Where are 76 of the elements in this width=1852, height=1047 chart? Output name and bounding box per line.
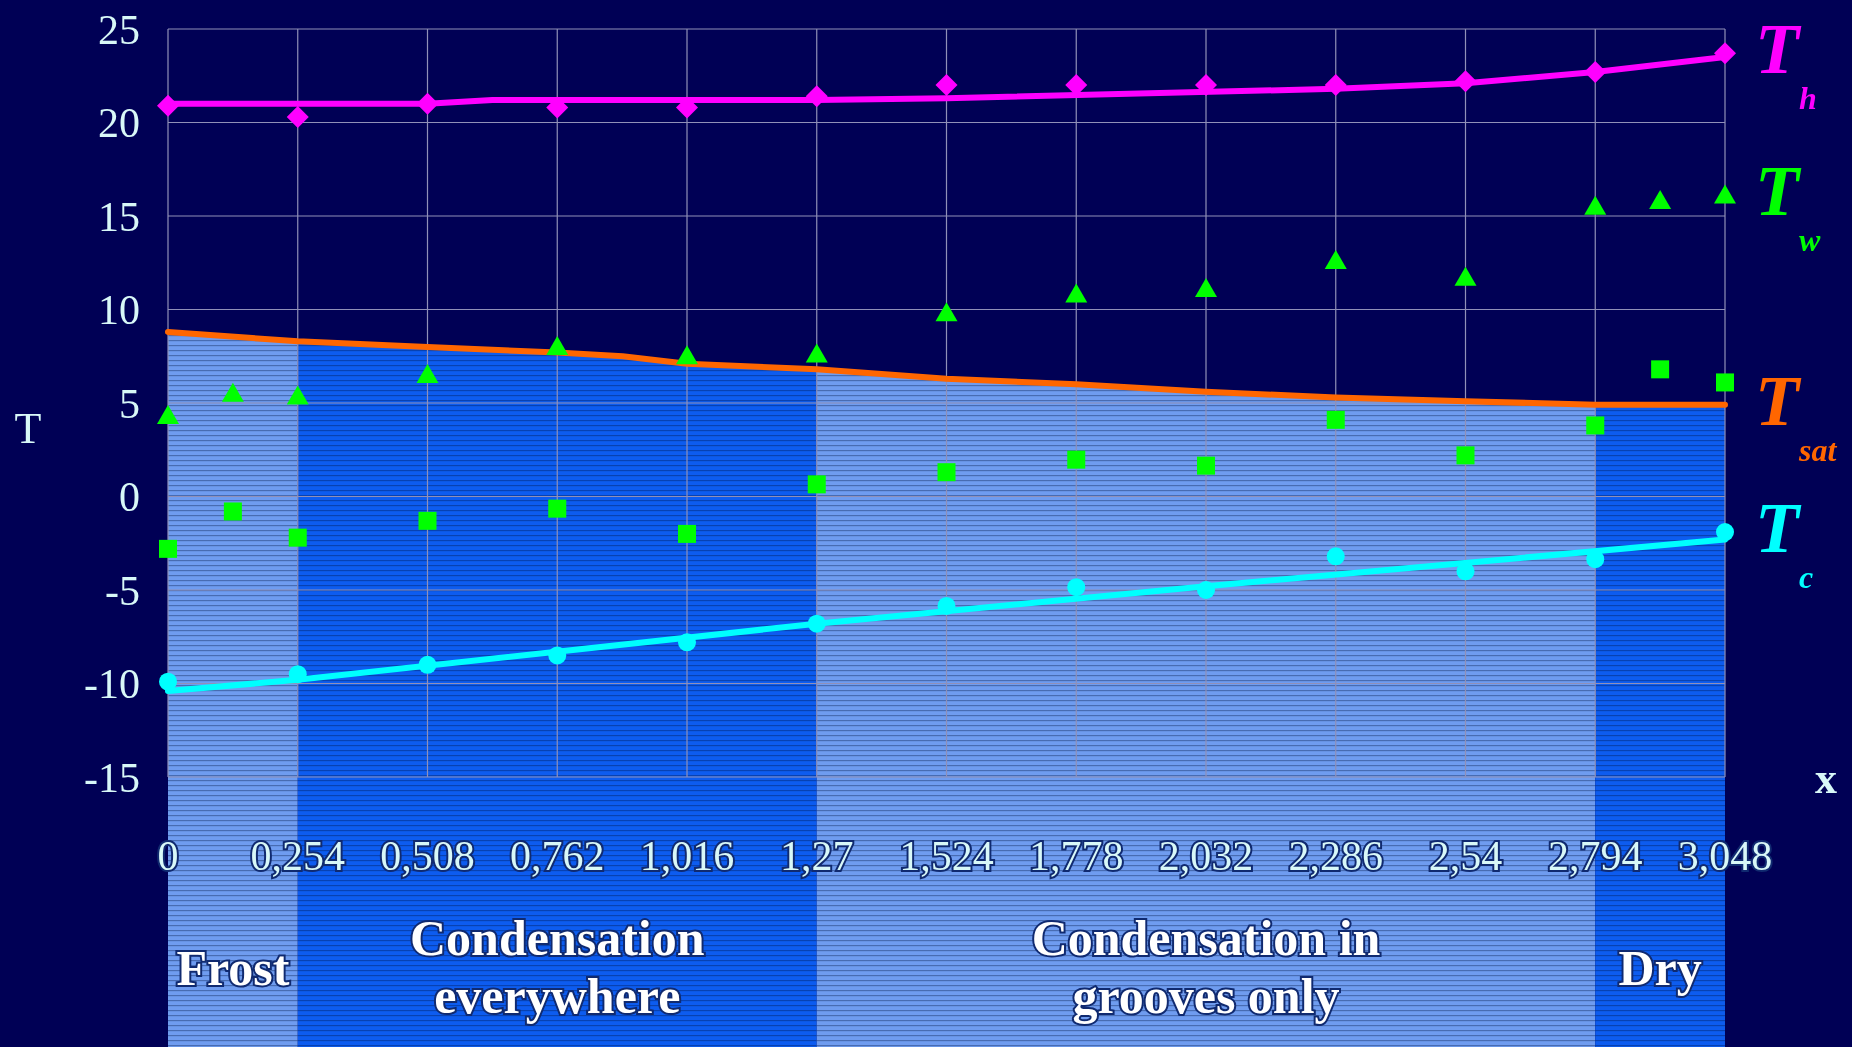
point (286, 105, 309, 128)
point (676, 96, 698, 119)
point (1195, 277, 1217, 297)
point (807, 614, 826, 633)
point (1714, 184, 1736, 204)
point (1584, 195, 1607, 215)
y-tick-label: -5 (105, 567, 140, 614)
y-axis-title: T (14, 404, 42, 453)
point (286, 385, 309, 405)
point (1714, 42, 1736, 65)
point (159, 672, 177, 691)
point (1649, 190, 1672, 210)
point (1195, 74, 1217, 97)
point (288, 665, 307, 684)
point (546, 335, 569, 355)
point (157, 94, 179, 117)
point (159, 539, 177, 558)
x-tick-label: 1,27 (780, 833, 854, 879)
point (1584, 61, 1607, 84)
point (288, 528, 307, 547)
band-label: Frost (176, 940, 290, 996)
point (937, 463, 956, 482)
point (1651, 360, 1670, 379)
point (1716, 523, 1734, 542)
point (1456, 446, 1475, 465)
y-tick-label: -10 (84, 661, 140, 708)
point (223, 502, 242, 521)
y-tick-label: 5 (119, 380, 140, 427)
point (678, 633, 696, 652)
y-tick-label: -15 (84, 754, 140, 801)
point (418, 655, 437, 674)
point (157, 405, 179, 425)
point (1326, 410, 1345, 429)
y-tick-label: 20 (98, 100, 140, 147)
point (416, 92, 439, 115)
x-tick-label: 2,794 (1548, 833, 1643, 879)
point (1067, 450, 1086, 469)
point (678, 524, 696, 543)
x-tick-label: 1,016 (639, 833, 735, 879)
y-tick-label: 25 (98, 6, 140, 53)
x-tick-label: 0,508 (380, 833, 475, 879)
point (548, 499, 567, 518)
point (1324, 249, 1347, 269)
x-tick-label: 0,762 (510, 833, 605, 879)
point (1197, 581, 1215, 599)
point (1586, 416, 1605, 435)
point (1326, 547, 1345, 566)
y-tick-label: 15 (98, 193, 140, 240)
x-tick-label: 0,254 (250, 833, 345, 879)
point (937, 596, 956, 615)
band-label: Condensation in grooves only (1031, 910, 1381, 1024)
point (1067, 578, 1086, 597)
point (548, 646, 567, 665)
point (935, 302, 958, 322)
point (805, 85, 828, 108)
point (935, 74, 958, 97)
point (1065, 283, 1088, 303)
y-tick-label: 10 (98, 287, 140, 334)
point (1716, 373, 1734, 392)
band-label: Dry (1618, 940, 1702, 996)
point (805, 343, 828, 363)
x-axis-title: x (1815, 754, 1837, 803)
point (1454, 70, 1477, 93)
point (416, 363, 439, 383)
x-tick-label: 3,048 (1677, 833, 1773, 879)
band-label: Condensation everywhere (409, 910, 705, 1024)
point (1324, 74, 1347, 97)
point (1454, 266, 1477, 286)
point (418, 511, 437, 530)
x-tick-label: 0 (157, 833, 179, 879)
point (807, 475, 826, 494)
point (546, 96, 569, 119)
point (221, 382, 244, 402)
y-tick-label: 0 (119, 474, 140, 521)
point (1197, 456, 1215, 475)
point (676, 345, 698, 365)
